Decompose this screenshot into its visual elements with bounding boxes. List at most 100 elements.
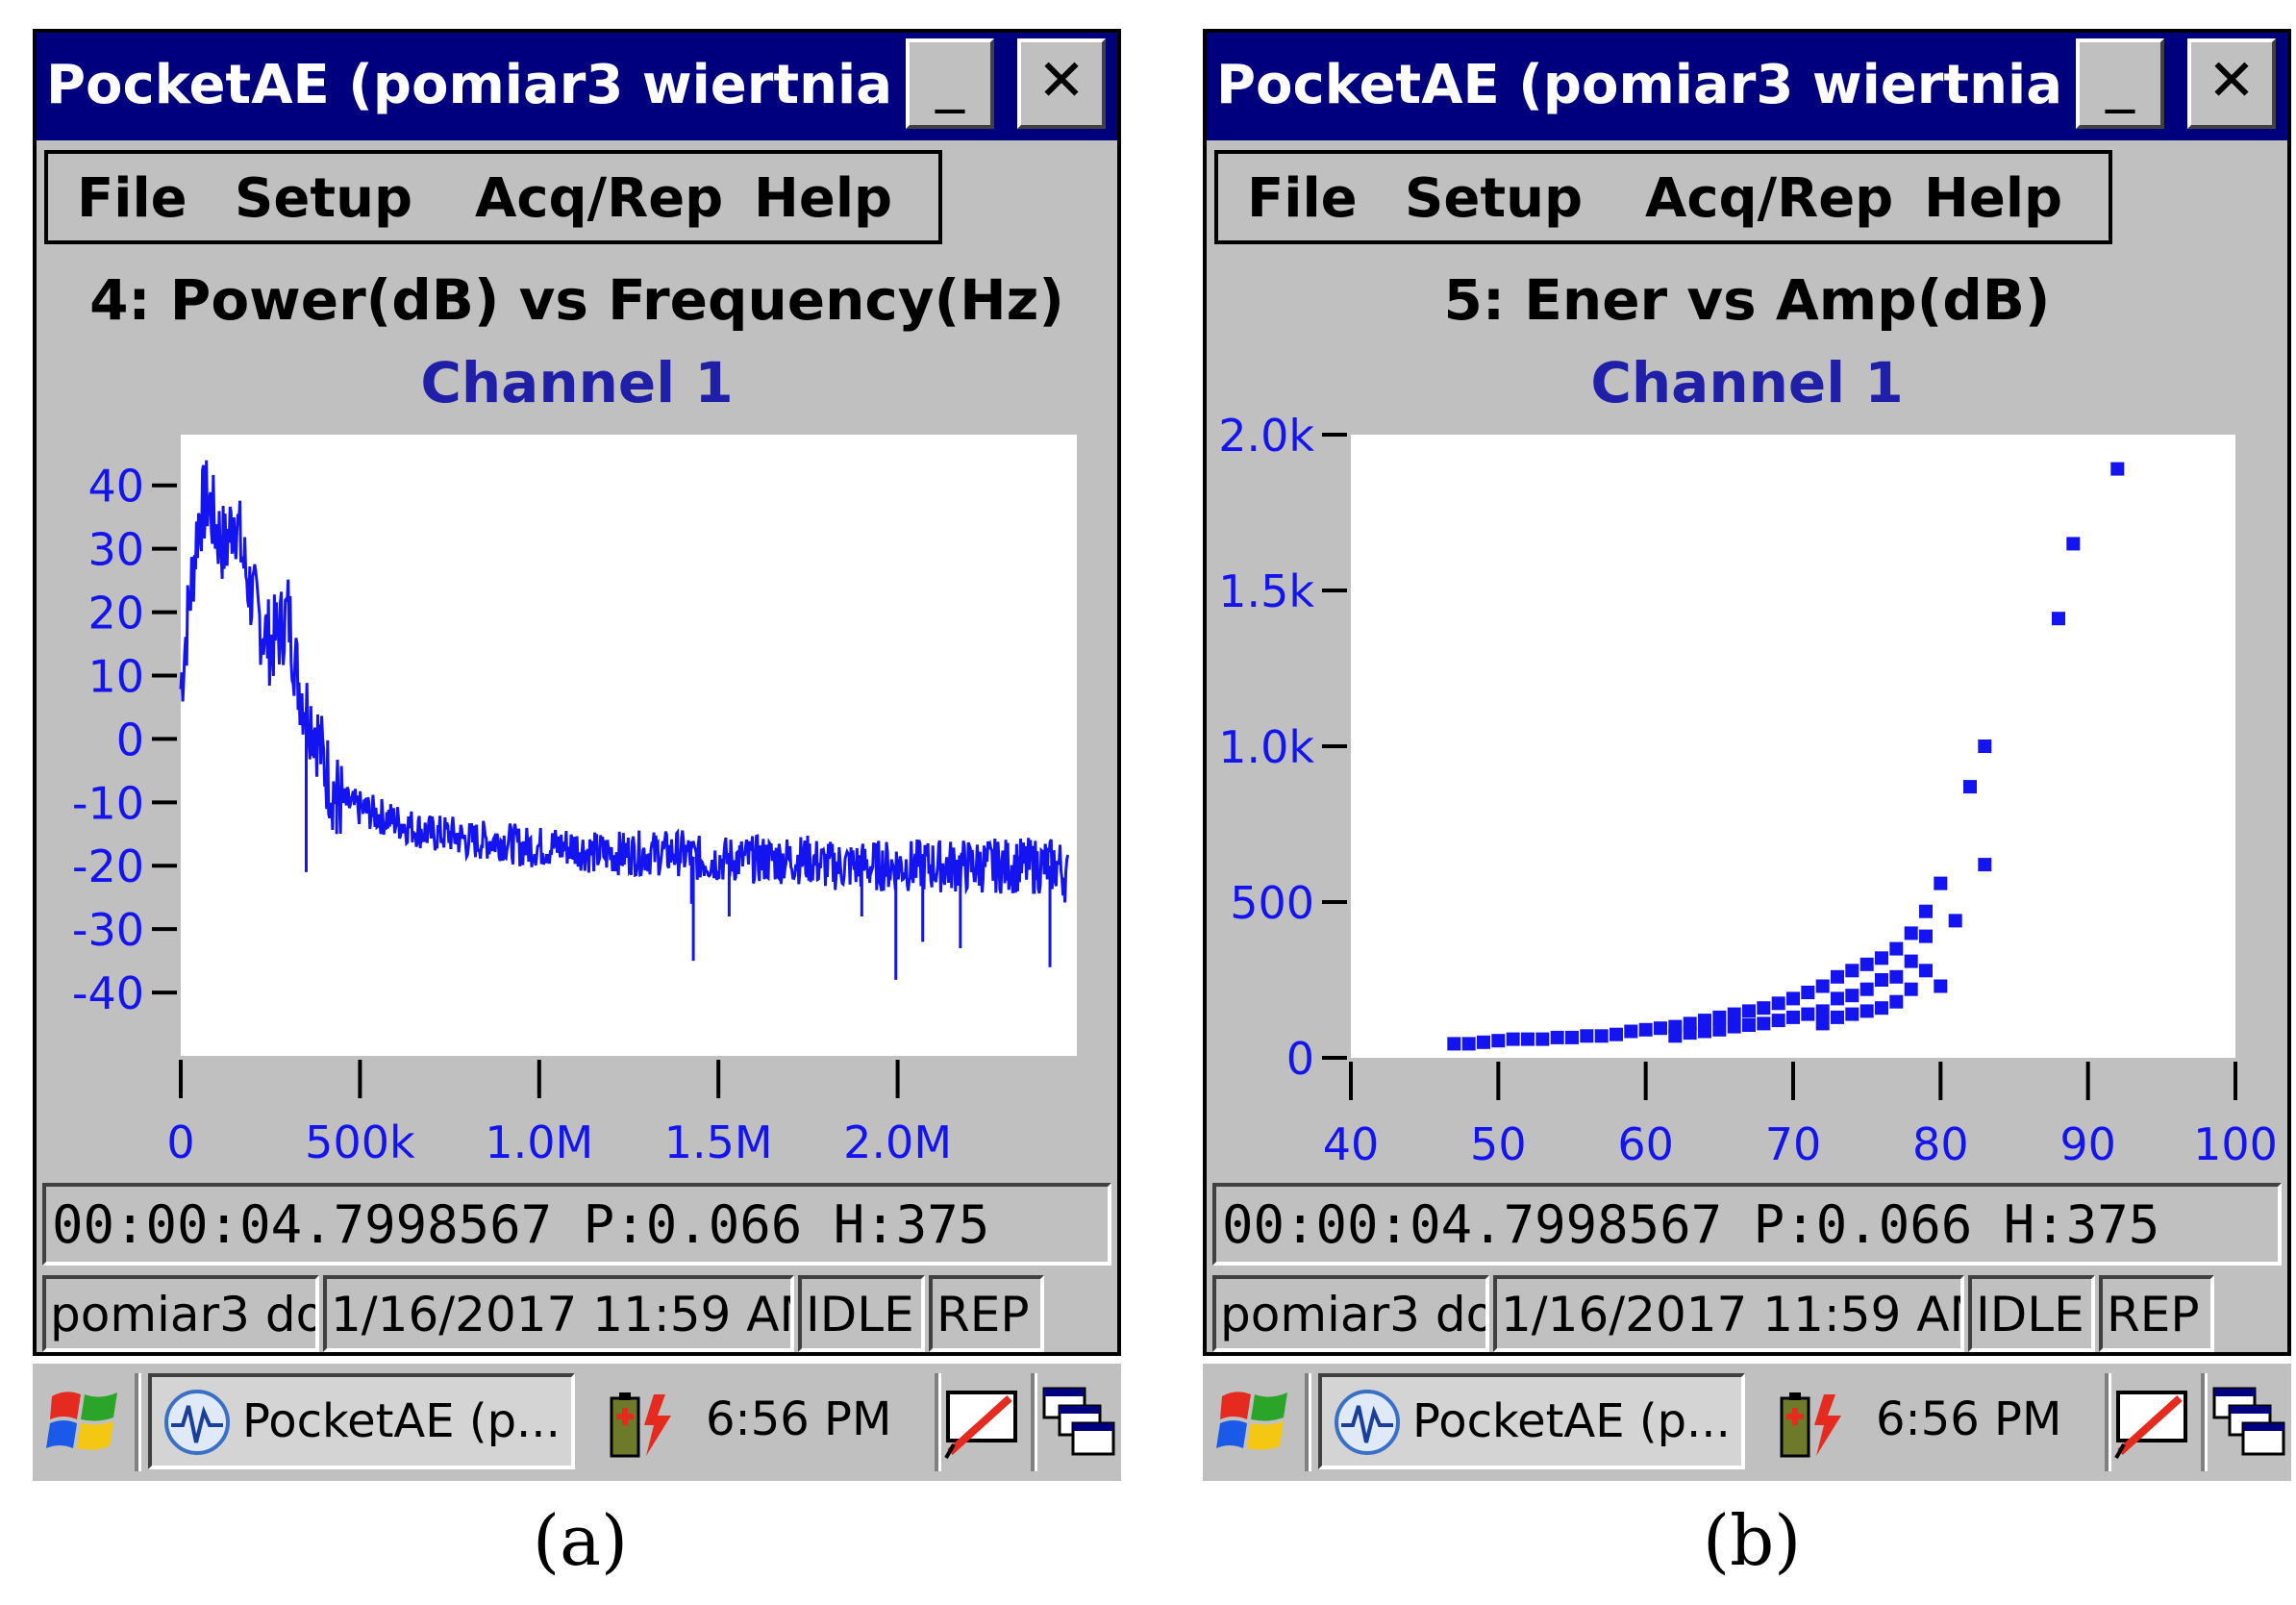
minimize-button[interactable]: _: [2076, 38, 2164, 129]
x-tick-label: 80: [1912, 1118, 1969, 1170]
menu-setup[interactable]: Setup: [235, 167, 413, 230]
status-mode: REP: [929, 1275, 1044, 1352]
channel-label: Channel 1: [1590, 350, 1904, 415]
input-panel-icon[interactable]: [944, 1385, 1025, 1462]
scatter-point: [1889, 941, 1904, 956]
scatter-point: [1875, 973, 1888, 987]
scatter-point: [2110, 462, 2125, 476]
scatter-point: [1904, 954, 1918, 968]
scatter-point: [1831, 1010, 1844, 1024]
power-series-line: [179, 460, 1070, 903]
title-bar: PocketAE (pomiar3 wiertnia ... _ ✕: [1207, 33, 2287, 140]
scatter-point: [1447, 1037, 1461, 1051]
y-tick-label: 40: [87, 461, 144, 513]
scatter-point: [1742, 1004, 1756, 1018]
scatter-point: [1638, 1022, 1653, 1037]
x-tick-label: 90: [2059, 1118, 2116, 1170]
scatter-point: [1904, 926, 1918, 940]
windows-start-icon[interactable]: [1216, 1385, 1291, 1460]
taskbar-app-label: PocketAE (p...: [1412, 1394, 1731, 1448]
x-tick-label: 2.0M: [843, 1116, 952, 1168]
battery-charging-icon[interactable]: [1772, 1389, 1851, 1462]
menu-help[interactable]: Help: [754, 167, 893, 230]
close-button[interactable]: ✕: [1017, 38, 1106, 129]
taskbar-clock[interactable]: 6:56 PM: [706, 1392, 892, 1446]
x-tick-label: 40: [1323, 1118, 1380, 1170]
scatter-point: [1491, 1034, 1506, 1048]
scatter-point: [1934, 979, 1948, 993]
windows-start-icon[interactable]: [46, 1385, 121, 1460]
close-button[interactable]: ✕: [2187, 38, 2276, 129]
plot-area: [1351, 435, 2235, 1058]
scatter-point: [1889, 969, 1904, 984]
scatter-point: [1771, 1014, 1785, 1028]
minimize-button[interactable]: _: [906, 38, 994, 129]
scatter-point: [1771, 996, 1785, 1011]
switch-windows-icon[interactable]: [2210, 1385, 2287, 1462]
menu-file[interactable]: File: [77, 167, 187, 230]
x-tick-label: 50: [1470, 1118, 1527, 1170]
status-state: IDLE: [798, 1275, 925, 1352]
scatter-point: [1461, 1037, 1476, 1051]
menu-acq-rep[interactable]: Acq/Rep: [1645, 167, 1894, 230]
scatter-point: [1904, 982, 1918, 996]
taskbar-clock[interactable]: 6:56 PM: [1876, 1392, 2062, 1446]
y-tick-label: 0: [1286, 1033, 1314, 1085]
scatter-point: [1742, 1018, 1756, 1032]
battery-charging-icon[interactable]: [602, 1389, 681, 1462]
taskbar-separator: [935, 1373, 941, 1471]
status-line: 00:00:04.7998567 P:0.066 H:375: [42, 1183, 1111, 1266]
y-tick-label: 2.0k: [1218, 417, 1314, 462]
window-title: PocketAE (pomiar3 wiertnia ...: [1216, 54, 2143, 116]
scatter-point: [1919, 964, 1933, 978]
status-datetime-label: 1/16/2017 11:59 AM: [1501, 1287, 1964, 1342]
window-title: PocketAE (pomiar3 wiertnia ...: [46, 54, 973, 116]
scatter-point: [1727, 1007, 1741, 1021]
channel-label: Channel 1: [420, 350, 734, 415]
scatter-point: [1948, 914, 1962, 928]
pocketae-app-icon: [1335, 1390, 1400, 1455]
y-tick-label: 0: [116, 714, 144, 765]
app-window: PocketAE (pomiar3 wiertnia ... _ ✕ File …: [33, 29, 1121, 1356]
menu-file[interactable]: File: [1247, 167, 1358, 230]
status-mode-label: REP: [2107, 1287, 2200, 1342]
taskbar-app-button[interactable]: PocketAE (p...: [1318, 1373, 1745, 1469]
taskbar-app-button[interactable]: PocketAE (p...: [148, 1373, 575, 1469]
scatter-point: [1594, 1029, 1609, 1043]
menu-acq-rep[interactable]: Acq/Rep: [475, 167, 724, 230]
scatter-point: [1963, 780, 1977, 794]
scatter-point: [1727, 1019, 1741, 1034]
y-tick-label: -30: [72, 904, 144, 956]
status-file-label: pomiar3 dol: [50, 1287, 319, 1342]
status-mode-label: REP: [936, 1287, 1030, 1342]
status-file-label: pomiar3 dol: [1220, 1287, 1489, 1342]
pocketae-app-icon: [164, 1390, 230, 1455]
x-tick-label: 1.0M: [485, 1116, 593, 1168]
x-tick-label: 500k: [305, 1116, 415, 1168]
scatter-point: [1801, 1007, 1815, 1021]
scatter-point: [1859, 957, 1874, 971]
energy-amplitude-chart: 0 500 1.0k 1.5k 2.0k 40 50 60 70 80 90 100: [1218, 417, 2278, 1170]
scatter-point: [1919, 929, 1933, 943]
input-panel-icon[interactable]: [2114, 1385, 2195, 1462]
scatter-point: [1801, 986, 1815, 999]
status-line: 00:00:04.7998567 P:0.066 H:375: [1212, 1183, 2282, 1266]
scatter-point: [1978, 858, 1992, 872]
scatter-point: [1683, 1026, 1697, 1041]
taskbar-separator: [1305, 1373, 1311, 1471]
status-state: IDLE: [1968, 1275, 2095, 1352]
y-tick-label: 500: [1230, 877, 1314, 929]
y-tick-label: 30: [87, 524, 144, 576]
switch-windows-icon[interactable]: [1040, 1385, 1117, 1462]
menu-setup[interactable]: Setup: [1405, 167, 1584, 230]
taskbar: PocketAE (p... 6:56 PM: [1203, 1364, 2291, 1481]
status-file: pomiar3 dol: [1212, 1275, 1489, 1352]
scatter-point: [1845, 964, 1859, 978]
x-tick-label: 0: [166, 1116, 194, 1168]
scatter-point: [1934, 876, 1948, 890]
menu-help[interactable]: Help: [1924, 167, 2063, 230]
scatter-point: [2066, 537, 2081, 551]
scatter-point: [1831, 991, 1844, 1006]
scatter-point: [2052, 612, 2065, 626]
menu-bar: File Setup Acq/Rep Help: [1214, 150, 2112, 244]
